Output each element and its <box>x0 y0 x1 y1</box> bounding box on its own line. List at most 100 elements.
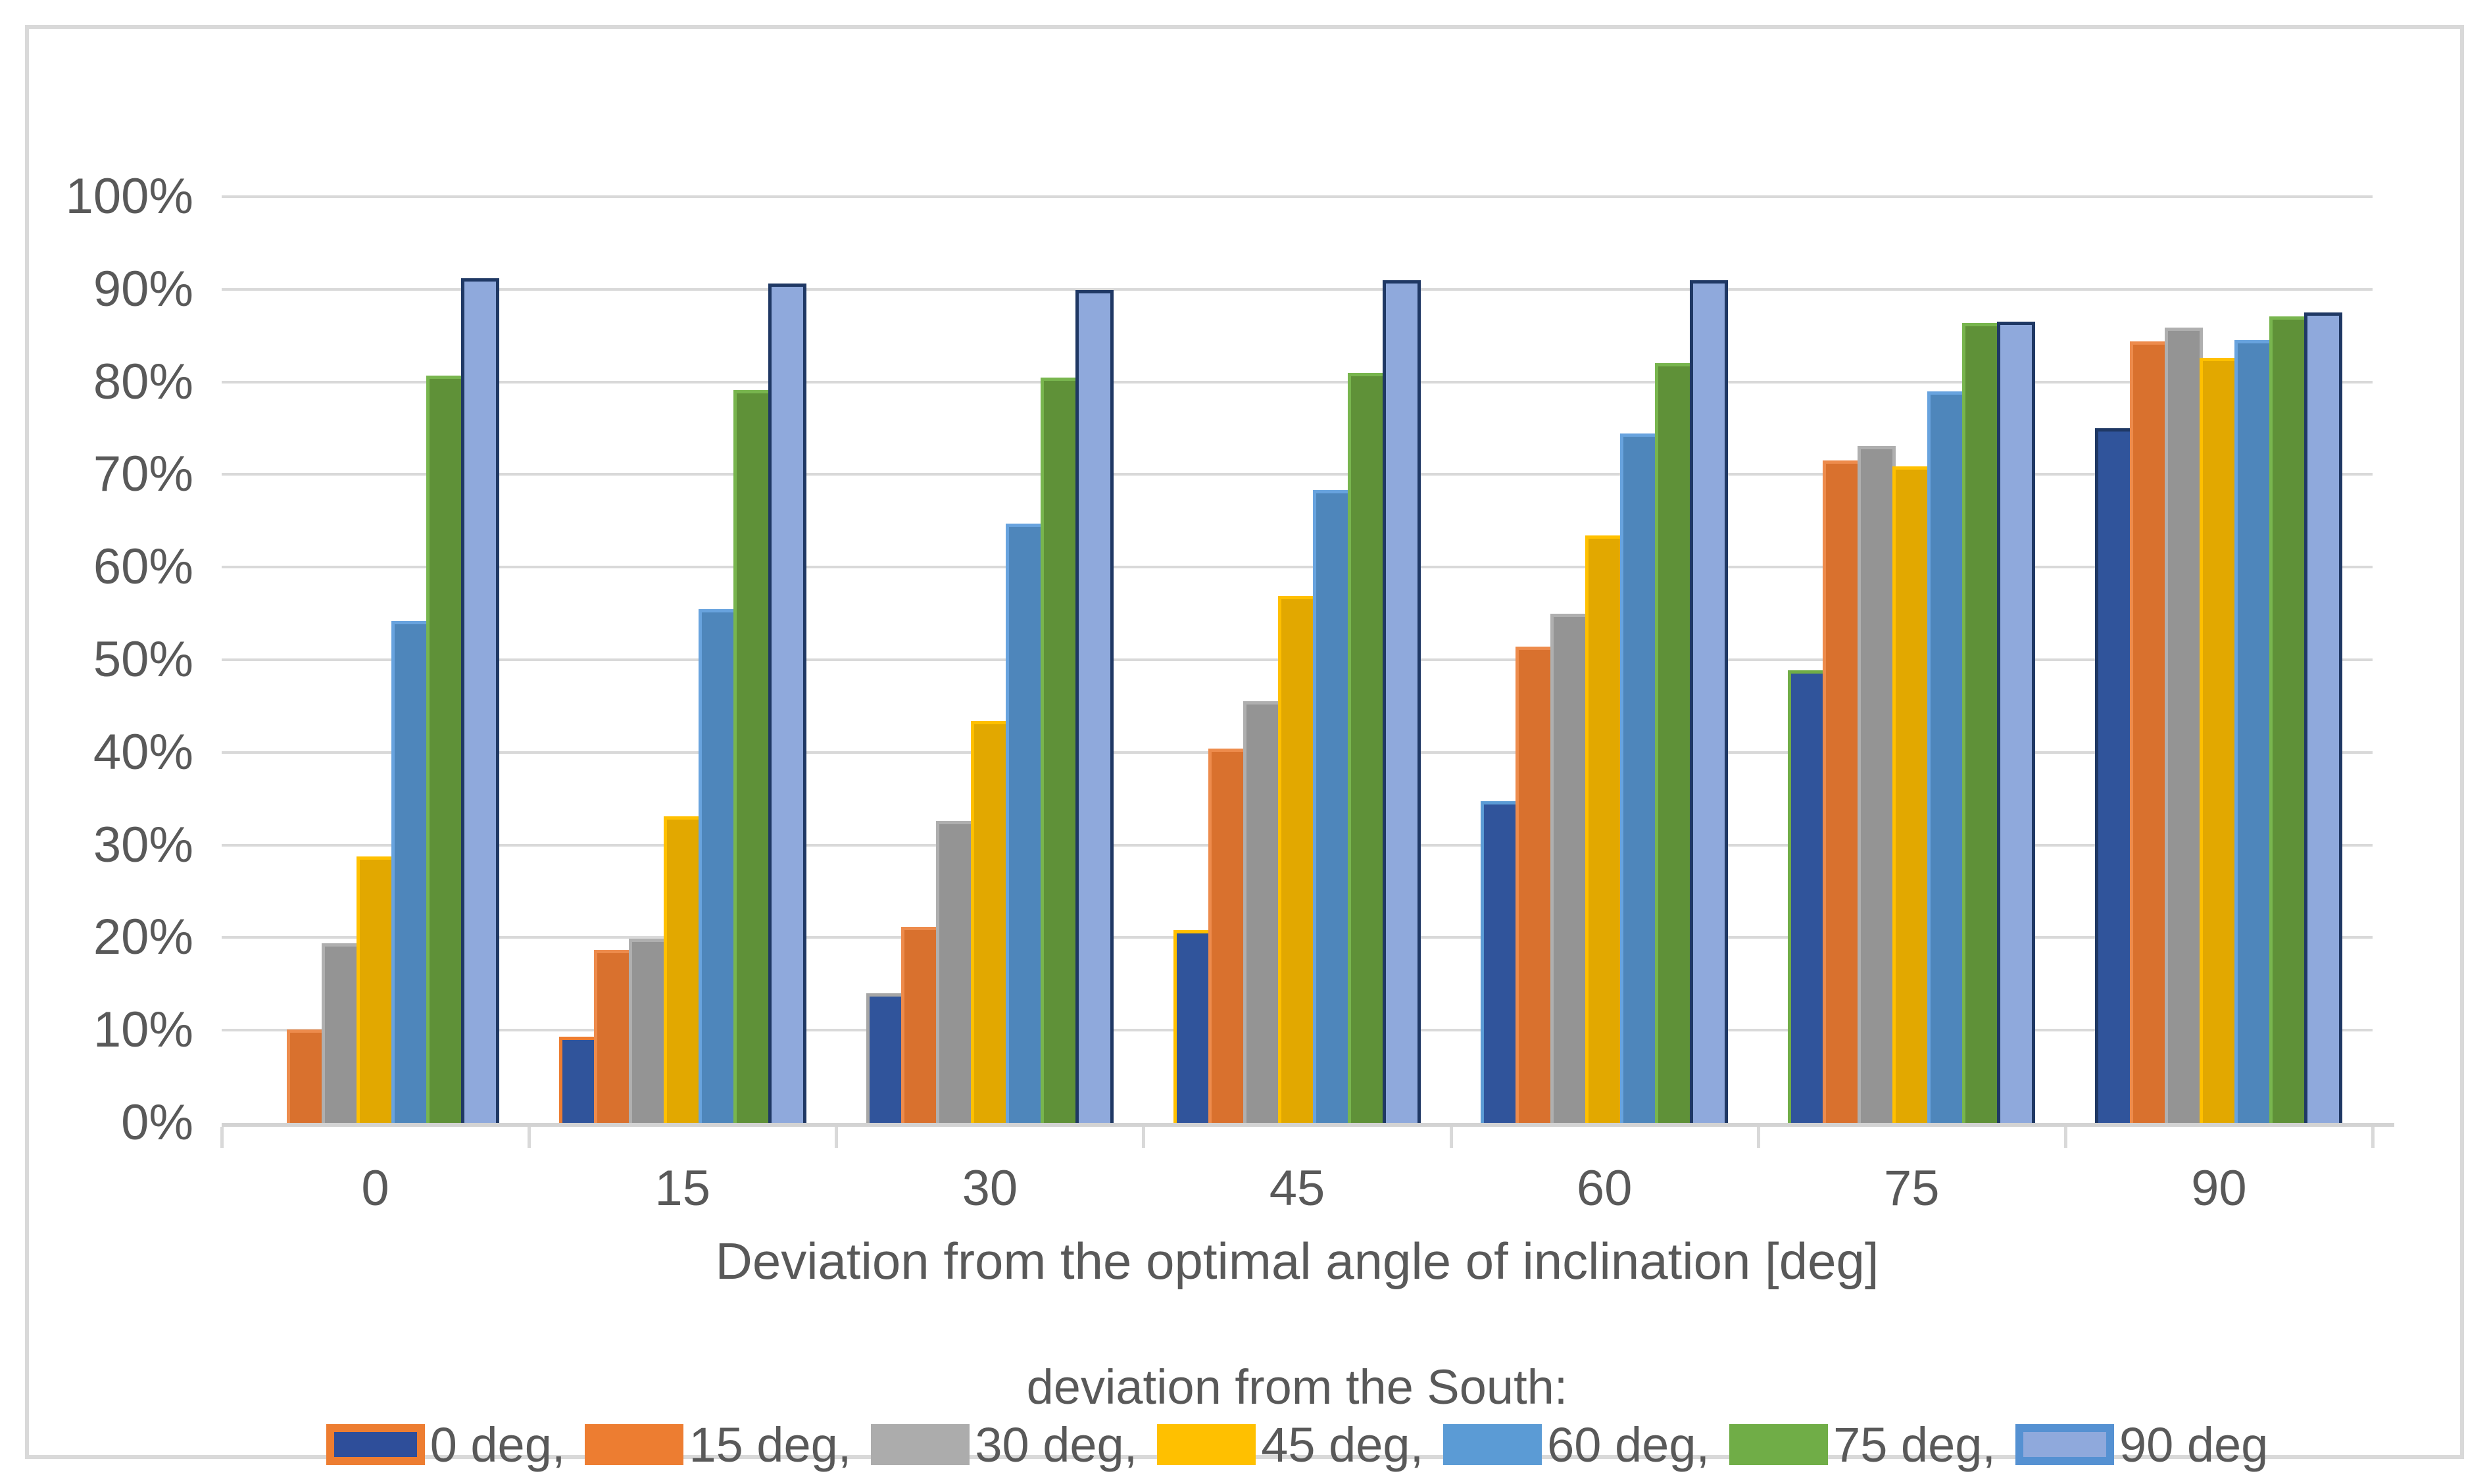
bar-15deg-at-45 <box>1208 749 1246 1123</box>
bar-90deg-at-60 <box>1690 280 1729 1123</box>
x-axis-line <box>222 1123 2394 1127</box>
bar-60deg-at-45 <box>1312 490 1351 1123</box>
bar-15deg-at-90 <box>2130 341 2169 1123</box>
legend-label: 30 deg, <box>975 1417 1138 1472</box>
y-tick-label-90: 90% <box>93 260 193 317</box>
bar-60deg-at-0 <box>391 620 430 1123</box>
x-axis-tick <box>835 1127 839 1148</box>
bar-90deg-at-90 <box>2304 312 2343 1123</box>
bar-group-45 <box>1143 197 1450 1127</box>
bar-75deg-at-45 <box>1347 372 1386 1123</box>
y-tick-label-30: 30% <box>93 816 193 873</box>
legend: 0 deg, 15 deg, 30 deg, 45 deg, 60 deg, 75 deg… <box>156 1417 2438 1473</box>
bar-15deg-at-60 <box>1516 647 1554 1123</box>
x-tick-label-0: 0 <box>361 1160 389 1216</box>
gridline-90 <box>222 287 2373 291</box>
legend-swatch-icon <box>585 1424 684 1465</box>
legend-label: 90 deg <box>2119 1417 2269 1472</box>
legend-entry-75deg: 75 deg, <box>1729 1417 1996 1473</box>
legend-label: 0 deg, <box>430 1417 566 1472</box>
legend-entry-45deg: 45 deg, <box>1157 1417 1423 1473</box>
bar-30deg-at-45 <box>1243 701 1281 1123</box>
legend-label: 45 deg, <box>1261 1417 1424 1472</box>
y-tick-label-60: 60% <box>93 539 193 595</box>
bar-0deg-at-90 <box>2095 428 2134 1123</box>
bar-45deg-at-75 <box>1892 466 1931 1123</box>
bar-45deg-at-0 <box>356 856 395 1123</box>
bar-60deg-at-90 <box>2234 340 2273 1123</box>
bar-90deg-at-75 <box>1997 322 2036 1123</box>
bar-90deg-at-15 <box>768 284 806 1123</box>
bar-group-60 <box>1451 197 1758 1127</box>
legend-entry-90deg: 90 deg <box>2015 1417 2268 1473</box>
bar-30deg-at-30 <box>935 821 974 1123</box>
bar-group-90 <box>2065 197 2373 1127</box>
bar-75deg-at-30 <box>1040 377 1079 1123</box>
bar-15deg-at-0 <box>286 1029 325 1123</box>
y-tick-label-100: 100% <box>65 168 193 224</box>
legend-swatch-icon <box>871 1424 970 1465</box>
bar-15deg-at-30 <box>900 926 939 1123</box>
bar-75deg-at-90 <box>2269 316 2308 1123</box>
legend-entry-0deg: 0 deg, <box>326 1417 566 1473</box>
legend-entry-30deg: 30 deg, <box>871 1417 1137 1473</box>
chart-frame: 0% 10% 20% 30% 40% 50% 60% 70% 80% 90% 100% 0 15 30 4… <box>25 25 2464 1472</box>
bar-60deg-at-30 <box>1005 524 1044 1123</box>
x-axis-tick <box>2063 1127 2067 1148</box>
bar-30deg-at-90 <box>2165 327 2204 1123</box>
plot-area <box>220 195 2394 1148</box>
legend-label: 60 deg, <box>1547 1417 1710 1472</box>
y-tick-label-20: 20% <box>93 909 193 966</box>
legend-swatch-icon <box>1157 1424 1256 1465</box>
bar-0deg-at-75 <box>1788 670 1827 1123</box>
bar-60deg-at-75 <box>1927 391 1966 1123</box>
x-axis-tick <box>1756 1127 1760 1148</box>
legend-label: 15 deg, <box>689 1417 852 1472</box>
bar-45deg-at-15 <box>663 816 702 1123</box>
bar-60deg-at-15 <box>698 608 737 1123</box>
y-tick-label-50: 50% <box>93 631 193 687</box>
bar-0deg-at-30 <box>866 993 904 1123</box>
bar-45deg-at-60 <box>1585 535 1624 1123</box>
gridline-70 <box>222 473 2373 476</box>
bar-90deg-at-0 <box>460 278 499 1123</box>
gridline-100 <box>222 195 2373 198</box>
bar-group-0 <box>222 197 529 1127</box>
x-tick-label-30: 30 <box>962 1160 1018 1216</box>
bar-15deg-at-15 <box>593 949 632 1123</box>
bar-30deg-at-75 <box>1858 445 1896 1123</box>
x-tick-label-60: 60 <box>1576 1160 1633 1216</box>
bar-60deg-at-60 <box>1620 433 1659 1123</box>
gridline-80 <box>222 380 2373 383</box>
bar-75deg-at-0 <box>426 375 464 1123</box>
x-axis-tick <box>220 1127 224 1148</box>
x-tick-label-75: 75 <box>1884 1160 1940 1216</box>
legend-title: deviation from the South: <box>1026 1360 1568 1414</box>
bar-0deg-at-60 <box>1481 801 1519 1123</box>
legend-swatch-icon <box>1443 1424 1542 1465</box>
bar-0deg-at-15 <box>558 1037 597 1123</box>
y-tick-label-40: 40% <box>93 724 193 780</box>
bar-group-15 <box>529 197 836 1127</box>
y-tick-label-80: 80% <box>93 353 193 410</box>
y-tick-label-10: 10% <box>93 1002 193 1058</box>
bar-group-30 <box>836 197 1143 1127</box>
bar-75deg-at-60 <box>1655 363 1694 1123</box>
gridline-60 <box>222 566 2373 569</box>
legend-swatch-icon <box>326 1424 425 1465</box>
x-tick-label-45: 45 <box>1269 1160 1325 1216</box>
bar-90deg-at-45 <box>1382 280 1421 1123</box>
bar-15deg-at-75 <box>1823 460 1861 1123</box>
bar-75deg-at-75 <box>1962 322 2001 1123</box>
x-axis-tick <box>2371 1127 2375 1148</box>
x-tick-label-90: 90 <box>2191 1160 2247 1216</box>
x-tick-label-15: 15 <box>654 1160 710 1216</box>
bar-75deg-at-15 <box>733 390 772 1123</box>
bar-group-75 <box>1758 197 2065 1127</box>
legend-entry-15deg: 15 deg, <box>585 1417 851 1473</box>
bar-30deg-at-60 <box>1550 613 1589 1123</box>
y-tick-label-70: 70% <box>93 446 193 503</box>
bar-45deg-at-90 <box>2200 358 2238 1123</box>
x-axis-tick <box>1449 1127 1453 1148</box>
